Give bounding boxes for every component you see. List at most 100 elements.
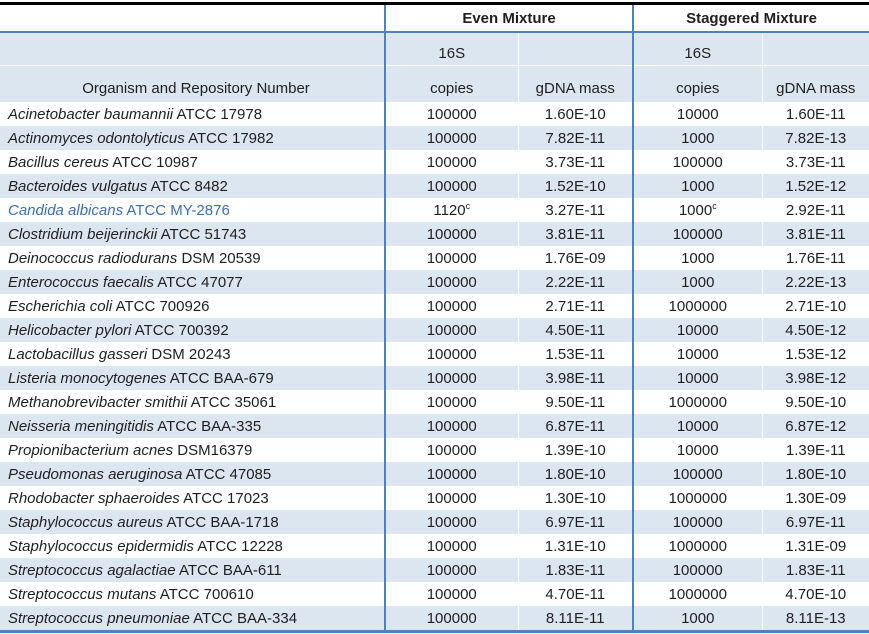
table-row: Streptococcus agalactiae ATCC BAA-611 10… bbox=[0, 558, 869, 582]
repository-number: ATCC BAA-679 bbox=[169, 369, 274, 387]
staggered-gdna-mass-cell: 1.39E-11 bbox=[785, 441, 846, 459]
organism-name: Streptococcus mutans bbox=[8, 585, 157, 603]
staggered-gdna-mass-cell: 3.98E-12 bbox=[762, 366, 869, 390]
subheader-organism-spacer bbox=[0, 32, 386, 66]
organism-cell: Streptococcus mutans ATCC 700610 bbox=[0, 582, 386, 606]
even-gdna-mass-cell: 6.87E-11 bbox=[518, 414, 634, 438]
even-gdna-mass-cell: 1.39E-10 bbox=[518, 438, 634, 462]
even-gdna-mass-cell: 4.50E-11 bbox=[518, 318, 634, 342]
even-16s-copies-cell: 100000 bbox=[385, 222, 519, 246]
repository-number: ATCC 700610 bbox=[159, 585, 254, 603]
repository-number: ATCC 47085 bbox=[185, 465, 272, 483]
group-header-even-mixture: Even Mixture bbox=[385, 2, 634, 33]
even-16s-copies-cell: 100000 bbox=[385, 174, 519, 198]
table-row: Deinococcus radiodurans DSM 20539 100000… bbox=[0, 246, 869, 270]
repository-number: ATCC 10987 bbox=[112, 153, 198, 171]
column-header-even-copies: copies bbox=[385, 65, 519, 102]
even-16s-copies-cell: 100000 bbox=[385, 582, 519, 606]
staggered-16s-copies-cell: 10000 bbox=[633, 102, 763, 126]
even-16s-copies-cell: 100000 bbox=[385, 414, 519, 438]
organism-cell: Pseudomonas aeruginosa ATCC 47085 bbox=[0, 462, 386, 486]
repository-number: ATCC BAA-334 bbox=[193, 609, 298, 627]
staggered-16s-copies-cell: 10000 bbox=[633, 318, 763, 342]
organism-name: Acinetobacter baumannii bbox=[8, 105, 174, 123]
staggered-gdna-mass-cell: 2.22E-13 bbox=[762, 270, 869, 294]
staggered-gdna-mass-cell: 1.80E-10 bbox=[762, 462, 869, 486]
even-16s-copies-cell: 100000 bbox=[385, 486, 519, 510]
table-row: Enterococcus faecalis ATCC 47077 100000 … bbox=[0, 270, 869, 294]
organism-cell: Candida albicans ATCC MY-2876 bbox=[0, 198, 386, 222]
repository-number: ATCC BAA-611 bbox=[178, 561, 282, 579]
organism-name: Candida albicans bbox=[8, 201, 124, 219]
organism-name: Deinococcus radiodurans bbox=[8, 249, 178, 267]
even-gdna-mass-cell: 3.73E-11 bbox=[518, 150, 634, 174]
table-row: Staphylococcus epidermidis ATCC 12228 10… bbox=[0, 534, 869, 558]
staggered-gdna-mass-cell: 8.11E-13 bbox=[762, 606, 869, 633]
footnote-marker: c bbox=[465, 200, 471, 211]
staggered-16s-copies-cell: 1000 bbox=[633, 174, 763, 198]
even-16s-copies-cell: 100000 bbox=[385, 318, 519, 342]
organism-cell: Helicobacter pylori ATCC 700392 bbox=[0, 318, 386, 342]
organism-cell: Streptococcus pneumoniae ATCC BAA-334 bbox=[0, 606, 386, 633]
staggered-gdna-mass-cell: 6.97E-11 bbox=[762, 510, 869, 534]
staggered-gdna-mass-cell: 4.50E-12 bbox=[762, 318, 869, 342]
staggered-16s-copies-cell: 100000 bbox=[633, 222, 763, 246]
staggered-16s-copies-cell: 1000000 bbox=[633, 486, 763, 510]
repository-number: ATCC 700926 bbox=[115, 297, 210, 315]
organism-cell: Clostridium beijerinckii ATCC 51743 bbox=[0, 222, 386, 246]
column-header-organism: Organism and Repository Number bbox=[0, 65, 386, 102]
staggered-16s-copies-cell: 10000 bbox=[633, 414, 763, 438]
organism-cell: Bacteroides vulgatus ATCC 8482 bbox=[0, 174, 386, 198]
organism-name: Enterococcus faecalis bbox=[8, 273, 154, 291]
organism-cell: Acinetobacter baumannii ATCC 17978 bbox=[0, 102, 386, 126]
table-row: Lactobacillus gasseri DSM 20243 100000 1… bbox=[0, 342, 869, 366]
organism-cell: Rhodobacter sphaeroides ATCC 17023 bbox=[0, 486, 386, 510]
even-16s-copies-cell: 100000 bbox=[385, 246, 519, 270]
table-row: Neisseria meningitidis ATCC BAA-335 1000… bbox=[0, 414, 869, 438]
even-16s-copies-cell: 1120c bbox=[385, 198, 519, 222]
staggered-gdna-mass-cell: 1.31E-09 bbox=[785, 537, 847, 555]
table-row: Listeria monocytogenes ATCC BAA-679 1000… bbox=[0, 366, 869, 390]
organism-name: Streptococcus pneumoniae bbox=[8, 609, 190, 627]
even-16s-copies-cell: 100000 bbox=[385, 270, 519, 294]
column-header-staggered-gdna-mass: gDNA mass bbox=[762, 65, 869, 102]
subheader-row-labels: Organism and Repository Number copies gD… bbox=[0, 65, 869, 102]
even-16s-copies-cell: 100000 bbox=[385, 342, 519, 366]
even-gdna-mass-cell: 2.71E-11 bbox=[518, 294, 634, 318]
table-row: Bacillus cereus ATCC 10987 100000 3.73E-… bbox=[0, 150, 869, 174]
even-16s-copies-cell: 100000 bbox=[385, 510, 519, 534]
even-16s-copies-cell: 100000 bbox=[385, 294, 519, 318]
staggered-16s-copies-cell: 100000 bbox=[633, 558, 763, 582]
organism-cell: Lactobacillus gasseri DSM 20243 bbox=[0, 342, 386, 366]
even-gdna-mass-cell: 1.83E-11 bbox=[518, 558, 634, 582]
even-gdna-mass-cell: 3.81E-11 bbox=[518, 222, 634, 246]
even-16s-copies-cell: 100000 bbox=[385, 438, 519, 462]
subheader-even-spacer bbox=[518, 32, 634, 66]
subheader-staggered-16s: 16S bbox=[633, 32, 763, 66]
staggered-16s-copies-cell: 1000 bbox=[633, 606, 763, 633]
table-row: Propionibacterium acnes DSM16379 100000 … bbox=[0, 438, 869, 462]
staggered-gdna-mass-cell: 7.82E-13 bbox=[762, 126, 869, 150]
group-header-row: Even Mixture Staggered Mixture bbox=[0, 2, 869, 33]
organism-name: Staphylococcus epidermidis bbox=[8, 537, 194, 555]
table-row: Methanobrevibacter smithii ATCC 35061 10… bbox=[0, 390, 869, 414]
even-16s-copies-cell: 100000 bbox=[385, 462, 519, 486]
table-row: Candida albicans ATCC MY-2876 1120c 3.27… bbox=[0, 198, 869, 222]
organism-cell: Propionibacterium acnes DSM16379 bbox=[0, 438, 386, 462]
repository-number: ATCC BAA-335 bbox=[157, 417, 262, 435]
organism-name: Helicobacter pylori bbox=[8, 321, 132, 339]
organism-name: Listeria monocytogenes bbox=[8, 369, 167, 387]
repository-number: DSM 20539 bbox=[181, 249, 261, 267]
staggered-gdna-mass-cell: 9.50E-10 bbox=[785, 393, 847, 411]
even-gdna-mass-cell: 7.82E-11 bbox=[518, 126, 634, 150]
organism-cell: Neisseria meningitidis ATCC BAA-335 bbox=[0, 414, 386, 438]
even-gdna-mass-cell: 3.98E-11 bbox=[518, 366, 634, 390]
repository-number: ATCC 35061 bbox=[190, 393, 277, 411]
organism-name: Neisseria meningitidis bbox=[8, 417, 154, 435]
staggered-16s-copies-cell: 1000 bbox=[633, 246, 763, 270]
repository-number: ATCC 47077 bbox=[157, 273, 243, 291]
staggered-16s-copies-cell: 1000000 bbox=[633, 294, 763, 318]
repository-number: DSM 20243 bbox=[151, 345, 231, 363]
organism-name: Staphylococcus aureus bbox=[8, 513, 164, 531]
staggered-16s-copies-cell: 10000 bbox=[633, 366, 763, 390]
